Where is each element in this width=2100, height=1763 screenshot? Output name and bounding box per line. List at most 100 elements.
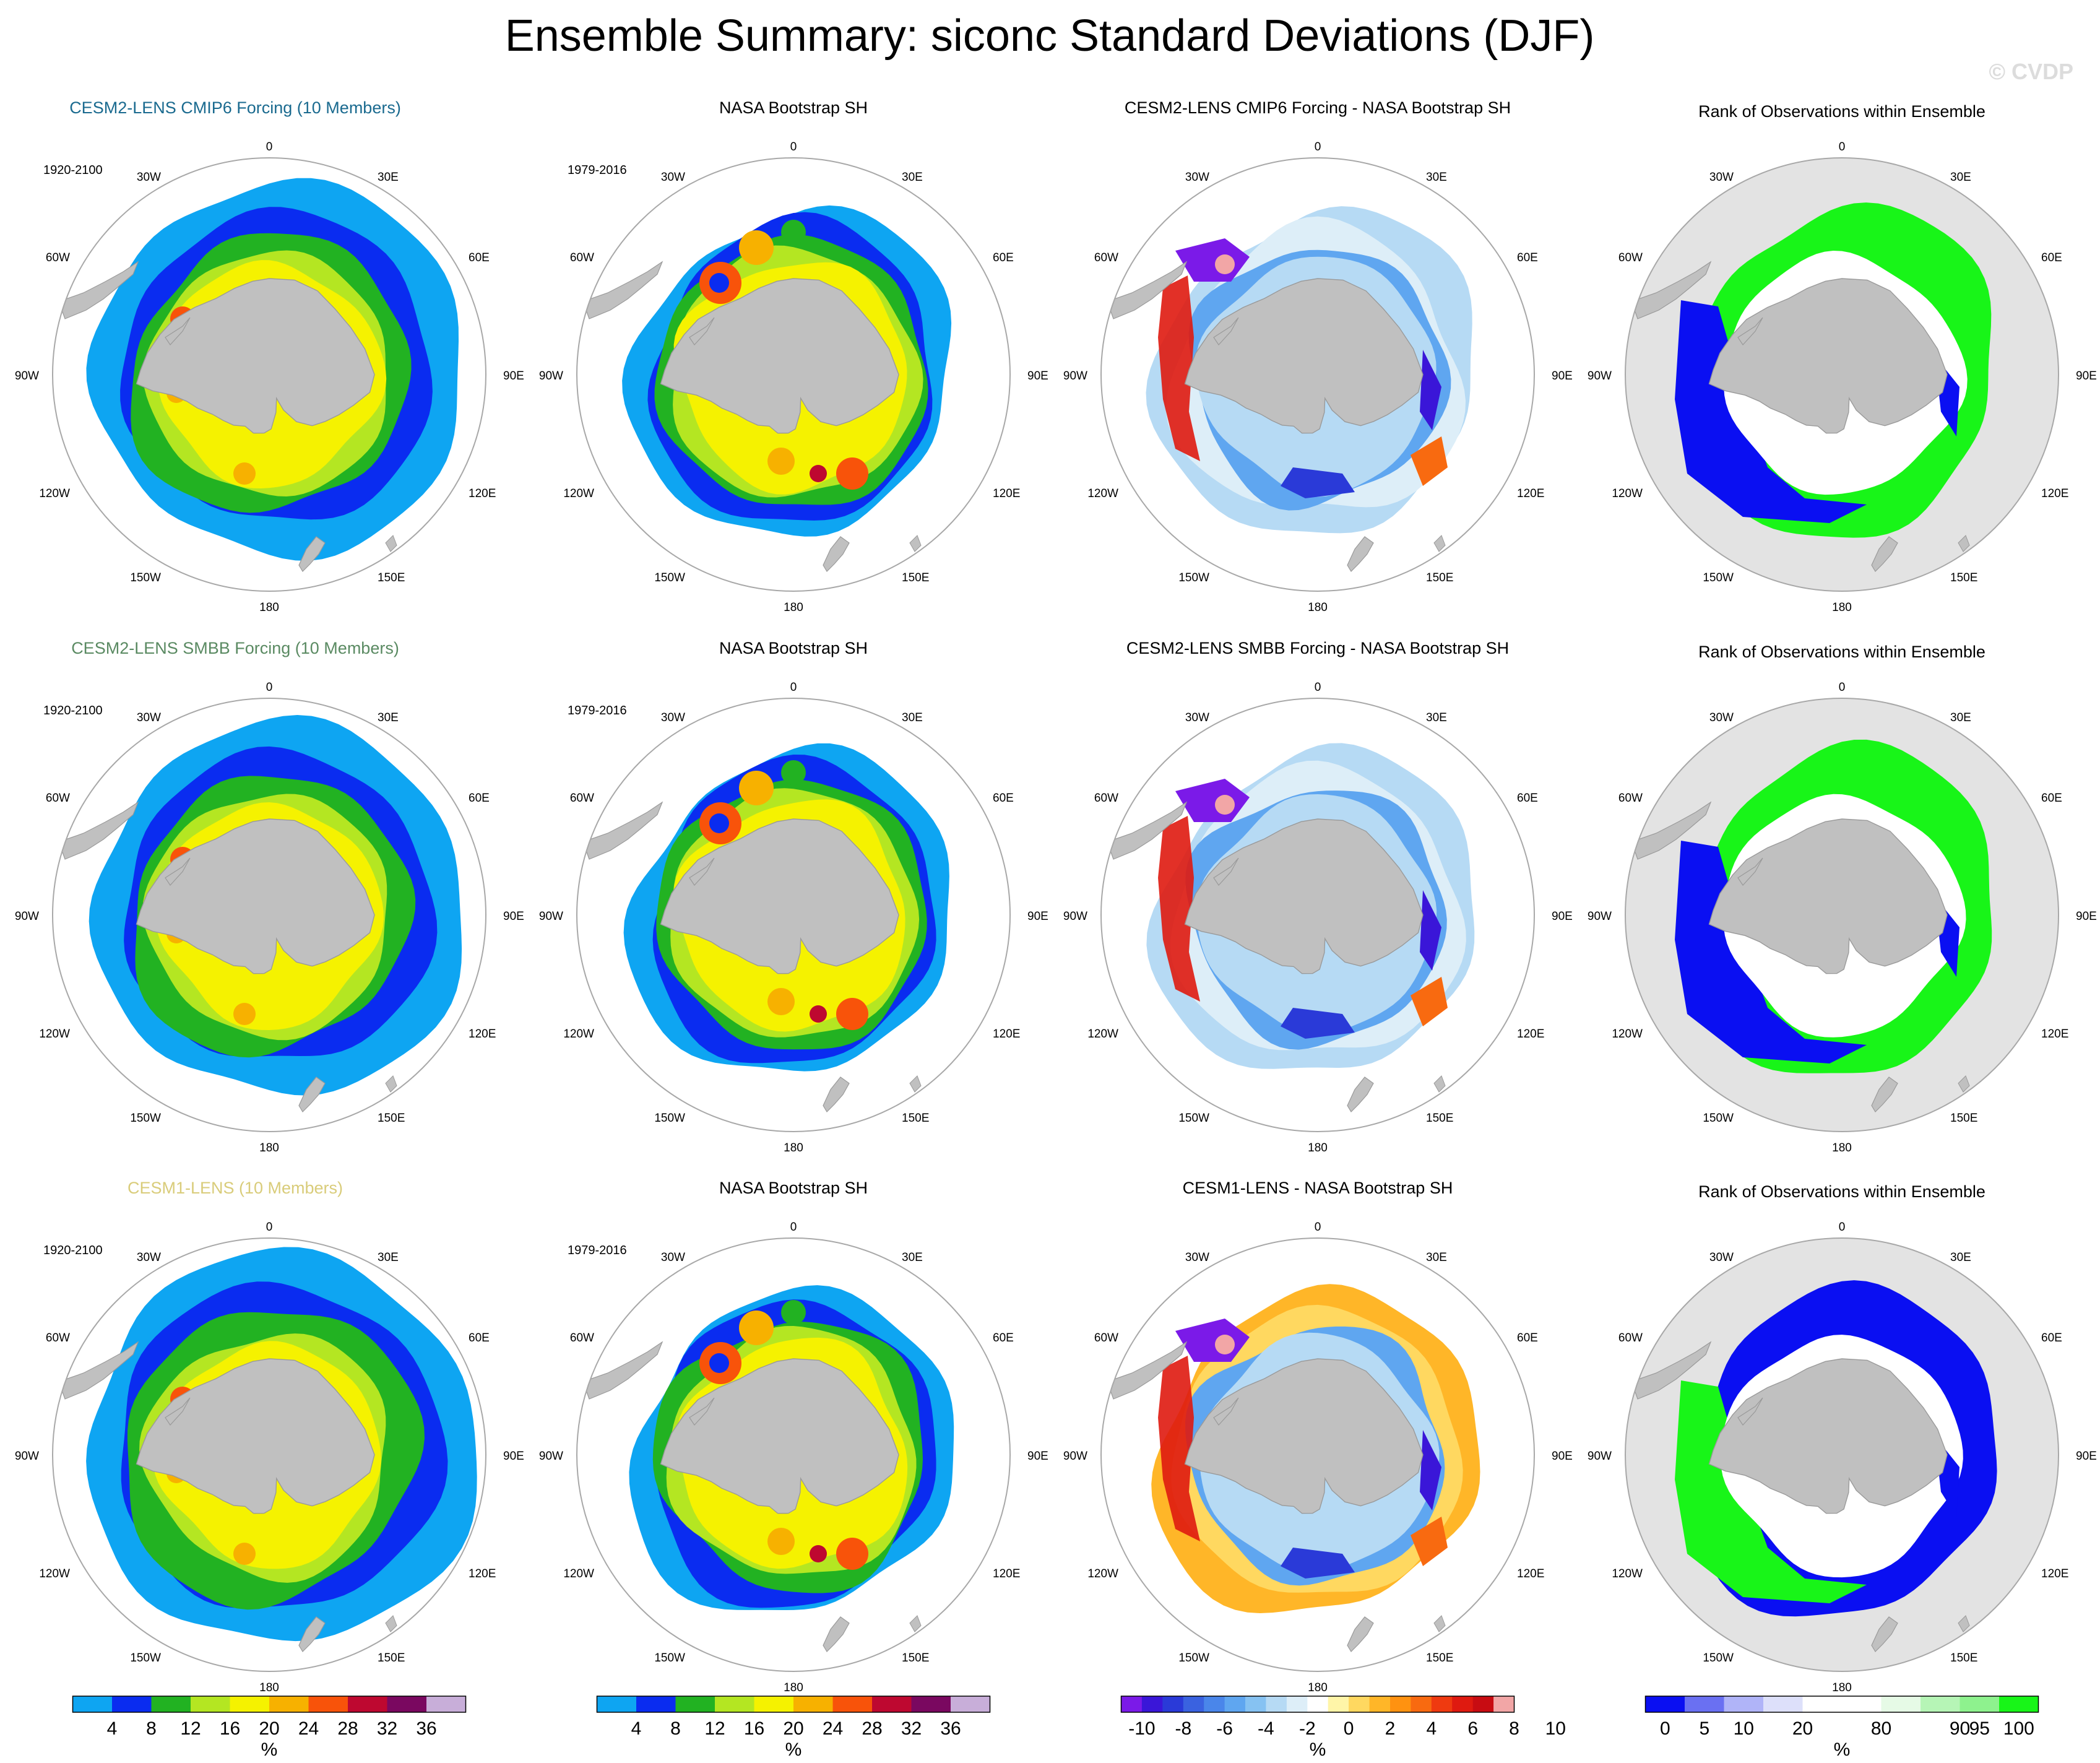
antarctica-land (1184, 1358, 1424, 1514)
colorbar-swatch (1472, 1696, 1494, 1712)
colorbar-tick-label: 5 (1699, 1718, 1709, 1739)
map-panel-r1-c1: 0 30E 60E 90E 120E 150E 180 150W 120W 90W 60W 30W CE… (15, 98, 524, 614)
diff-negative-east (1420, 350, 1441, 430)
lon-label-60w: 60W (1094, 792, 1118, 805)
lon-label-60w: 60W (1618, 251, 1643, 264)
panel-title: CESM1-LENS - NASA Bootstrap SH (1183, 1179, 1453, 1197)
antarctica-land (660, 278, 899, 434)
lon-label-180: 180 (1832, 1681, 1852, 1694)
lon-label-30e: 30E (378, 1251, 399, 1264)
colorbar-swatch (1183, 1696, 1204, 1712)
lon-label-120w: 120W (39, 487, 70, 500)
lon-label-0: 0 (266, 681, 273, 694)
colorbar-tick-label: 0 (1344, 1718, 1354, 1739)
lon-label-120w: 120W (1087, 487, 1118, 500)
panel-title: Rank of Observations within Ensemble (1698, 643, 1985, 661)
lon-label-60w: 60W (46, 1332, 70, 1345)
colorbar-3: -10 -8 -6 -4 -2 0 2 4 6 8 10% (1120, 1696, 1566, 1760)
colorbar-tick-label: 24 (823, 1718, 843, 1739)
lon-label-60e: 60E (993, 1332, 1014, 1345)
obs-hotspot (767, 988, 795, 1015)
colorbar-tick-label: 32 (377, 1718, 397, 1739)
colorbar-tick-label: 20 (259, 1718, 279, 1739)
map-panel-r1-c3: 0 30E 60E 90E 120E 150E 180 150W 120W 90W 60W 30W CE… (1063, 98, 1573, 614)
diff-positive-se (1411, 436, 1448, 486)
colorbar-tick-label: 12 (704, 1718, 725, 1739)
antarctica-land (1708, 278, 1948, 434)
antarctic-peninsula (165, 317, 191, 345)
lon-label-30w: 30W (1709, 171, 1734, 184)
lon-label-30e: 30E (902, 1251, 923, 1264)
lon-label-60w: 60W (1618, 792, 1643, 805)
new-zealand-land (823, 1076, 850, 1112)
lon-label-30e: 30E (902, 711, 923, 724)
south-america-land (1631, 1341, 1712, 1400)
panels: 0 30E 60E 90E 120E 150E 180 150W 120W 90W 60W 30W CE… (15, 98, 2097, 1694)
lon-label-0: 0 (790, 1221, 797, 1234)
lon-label-120e: 120E (469, 1028, 496, 1041)
obs-hotspot (810, 1545, 827, 1562)
map-panel-r3-c2: 0 30E 60E 90E 120E 150E 180 150W 120W 90W 60W 30W NA… (539, 1179, 1048, 1694)
colorbar-swatch (191, 1696, 230, 1712)
colorbar-unit: % (261, 1739, 278, 1760)
colorbar-tick-label: -10 (1128, 1718, 1155, 1739)
antarctic-peninsula (689, 317, 715, 345)
lon-label-120w: 120W (1612, 487, 1643, 500)
obs-hotspot (739, 771, 774, 805)
lon-label-120e: 120E (2041, 487, 2068, 500)
lon-label-120w: 120W (563, 1028, 594, 1041)
lon-label-60w: 60W (46, 792, 70, 805)
colorbar-tick-label: 20 (783, 1718, 803, 1739)
model-hotspot (233, 1003, 256, 1025)
colorbar-1: 4 8 12 16 20 24 28 32 36% (72, 1696, 467, 1760)
south-america-land (582, 801, 663, 860)
map-panel-r3-c3: 0 30E 60E 90E 120E 150E 180 150W 120W 90W 60W 30W CE… (1063, 1179, 1573, 1694)
colorbar-swatch (1411, 1696, 1432, 1712)
lon-label-180: 180 (1308, 601, 1328, 614)
lon-label-90e: 90E (1027, 910, 1048, 923)
new-zealand-land (298, 536, 326, 572)
lon-label-30w: 30W (137, 711, 161, 724)
lon-label-150w: 150W (130, 1652, 161, 1665)
antarctic-peninsula (165, 857, 191, 886)
lon-label-120e: 120E (1517, 1028, 1544, 1041)
lon-label-60e: 60E (2041, 1332, 2062, 1345)
lon-label-90w: 90W (1063, 910, 1087, 923)
south-america-land (58, 1341, 139, 1400)
map-boundary (1625, 157, 2059, 592)
period-label: 1920-2100 (43, 704, 103, 717)
map-panel-r2-c4: 0 30E 60E 90E 120E 150E 180 150W 120W 90W 60W 30W Ra… (1588, 643, 2097, 1154)
map-boundary (576, 157, 1011, 592)
lon-label-120w: 120W (1087, 1567, 1118, 1580)
colorbar-tick-label: 100 (2003, 1718, 2034, 1739)
lon-label-180: 180 (1832, 1141, 1852, 1154)
lon-label-150e: 150E (1950, 571, 1977, 584)
colorbar-swatch (308, 1696, 348, 1712)
south-america-land (1107, 1341, 1188, 1400)
colorbar-tick-label: 4 (1426, 1718, 1437, 1739)
antarctica-land (136, 278, 375, 434)
new-zealand-land (1347, 536, 1374, 572)
map-panel-r1-c2: 0 30E 60E 90E 120E 150E 180 150W 120W 90W 60W 30W NA… (539, 98, 1048, 614)
diff-positive-flank (1158, 275, 1200, 461)
lon-label-150w: 150W (1703, 571, 1734, 584)
lon-label-30e: 30E (1426, 1251, 1447, 1264)
lon-label-60w: 60W (1094, 251, 1118, 264)
diff-positive-flank (1158, 1356, 1200, 1541)
obs-hotspot (709, 273, 729, 293)
lon-label-180: 180 (784, 1681, 803, 1694)
colorbar-swatch (1390, 1696, 1411, 1712)
new-zealand-land (1347, 1616, 1374, 1652)
lon-label-150w: 150W (130, 571, 161, 584)
panel-title: CESM2-LENS CMIP6 Forcing (10 Members) (69, 98, 401, 117)
lon-label-30e: 30E (1950, 1251, 1971, 1264)
antarctic-peninsula (165, 1397, 191, 1426)
lon-label-120e: 120E (993, 487, 1020, 500)
tasmania-land (909, 1615, 922, 1632)
diff-pink-spot (1215, 795, 1235, 815)
lon-label-120e: 120E (1517, 1567, 1544, 1580)
lon-label-30e: 30E (1426, 711, 1447, 724)
antarctic-peninsula (1213, 857, 1239, 886)
lon-label-90e: 90E (1552, 910, 1573, 923)
